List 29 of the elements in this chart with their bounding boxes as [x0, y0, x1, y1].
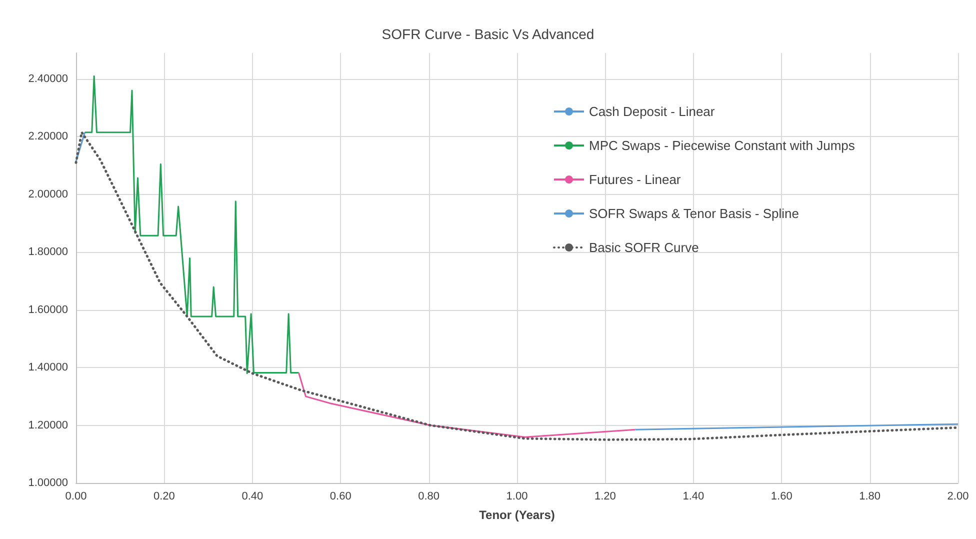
line-series [84, 75, 300, 374]
legend-label: MPC Swaps - Piecewise Constant with Jumps [589, 138, 856, 153]
x-tick-label: 0.60 [330, 490, 352, 502]
y-tick-label: 1.20000 [28, 419, 68, 432]
line-series [74, 131, 960, 441]
y-tick-label: 2.40000 [28, 72, 68, 85]
x-tick-label: 1.60 [770, 490, 792, 502]
y-tick-label: 1.80000 [28, 246, 68, 258]
x-tick-label: 1.00 [506, 490, 528, 502]
legend-label: Cash Deposit - Linear [589, 104, 716, 119]
x-tick-label: 1.80 [859, 490, 881, 502]
legend-label: Futures - Linear [589, 172, 682, 187]
x-tick-label: 1.20 [594, 490, 616, 502]
x-tick-label: 0.40 [242, 490, 264, 502]
x-tick-label: 1.40 [682, 490, 704, 502]
x-tick-label: 0.80 [418, 490, 440, 502]
line-series [298, 372, 636, 438]
x-tick-label: 0.20 [153, 490, 175, 502]
y-tick-label: 1.00000 [28, 477, 68, 489]
y-tick-label: 1.40000 [28, 362, 68, 374]
x-axis-title: Tenor (Years) [479, 508, 555, 522]
y-tick-label: 2.00000 [28, 188, 68, 200]
legend-label: Basic SOFR Curve [589, 240, 699, 255]
y-tick-label: 2.20000 [28, 130, 68, 143]
x-tick-label: 0.00 [65, 490, 87, 502]
chart-title: SOFR Curve - Basic Vs Advanced [382, 26, 594, 42]
legend-label: SOFR Swaps & Tenor Basis - Spline [589, 206, 800, 221]
y-tick-label: 1.60000 [28, 304, 68, 316]
x-tick-label: 2.00 [947, 490, 969, 502]
